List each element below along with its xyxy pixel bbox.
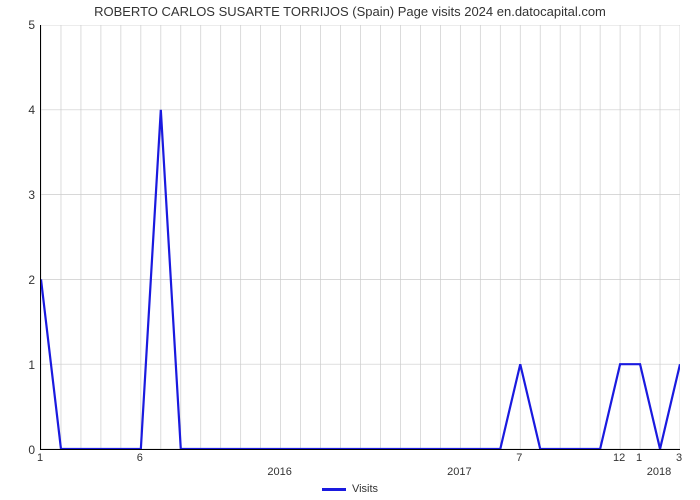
- legend-swatch: [322, 488, 346, 491]
- y-tick-4: 4: [28, 103, 35, 117]
- legend: Visits: [0, 483, 700, 495]
- plot-area: [40, 25, 680, 450]
- x-tick-label: 7: [516, 452, 522, 464]
- y-tick-2: 2: [28, 273, 35, 287]
- x-tick-label: 1: [636, 452, 642, 464]
- x-tick-label: 6: [137, 452, 143, 464]
- x-tick-label: 12: [613, 452, 625, 464]
- y-tick-0: 0: [28, 443, 35, 457]
- legend-label: Visits: [352, 483, 378, 495]
- chart-container: ROBERTO CARLOS SUSARTE TORRIJOS (Spain) …: [0, 0, 700, 500]
- y-tick-3: 3: [28, 188, 35, 202]
- x-year-label: 2018: [647, 466, 671, 478]
- x-tick-label: 3: [676, 452, 682, 464]
- x-year-label: 2016: [267, 466, 291, 478]
- y-tick-5: 5: [28, 18, 35, 32]
- line-svg: [41, 25, 680, 449]
- y-tick-1: 1: [28, 358, 35, 372]
- chart-title: ROBERTO CARLOS SUSARTE TORRIJOS (Spain) …: [0, 4, 700, 19]
- x-year-label: 2017: [447, 466, 471, 478]
- x-tick-label: 1: [37, 452, 43, 464]
